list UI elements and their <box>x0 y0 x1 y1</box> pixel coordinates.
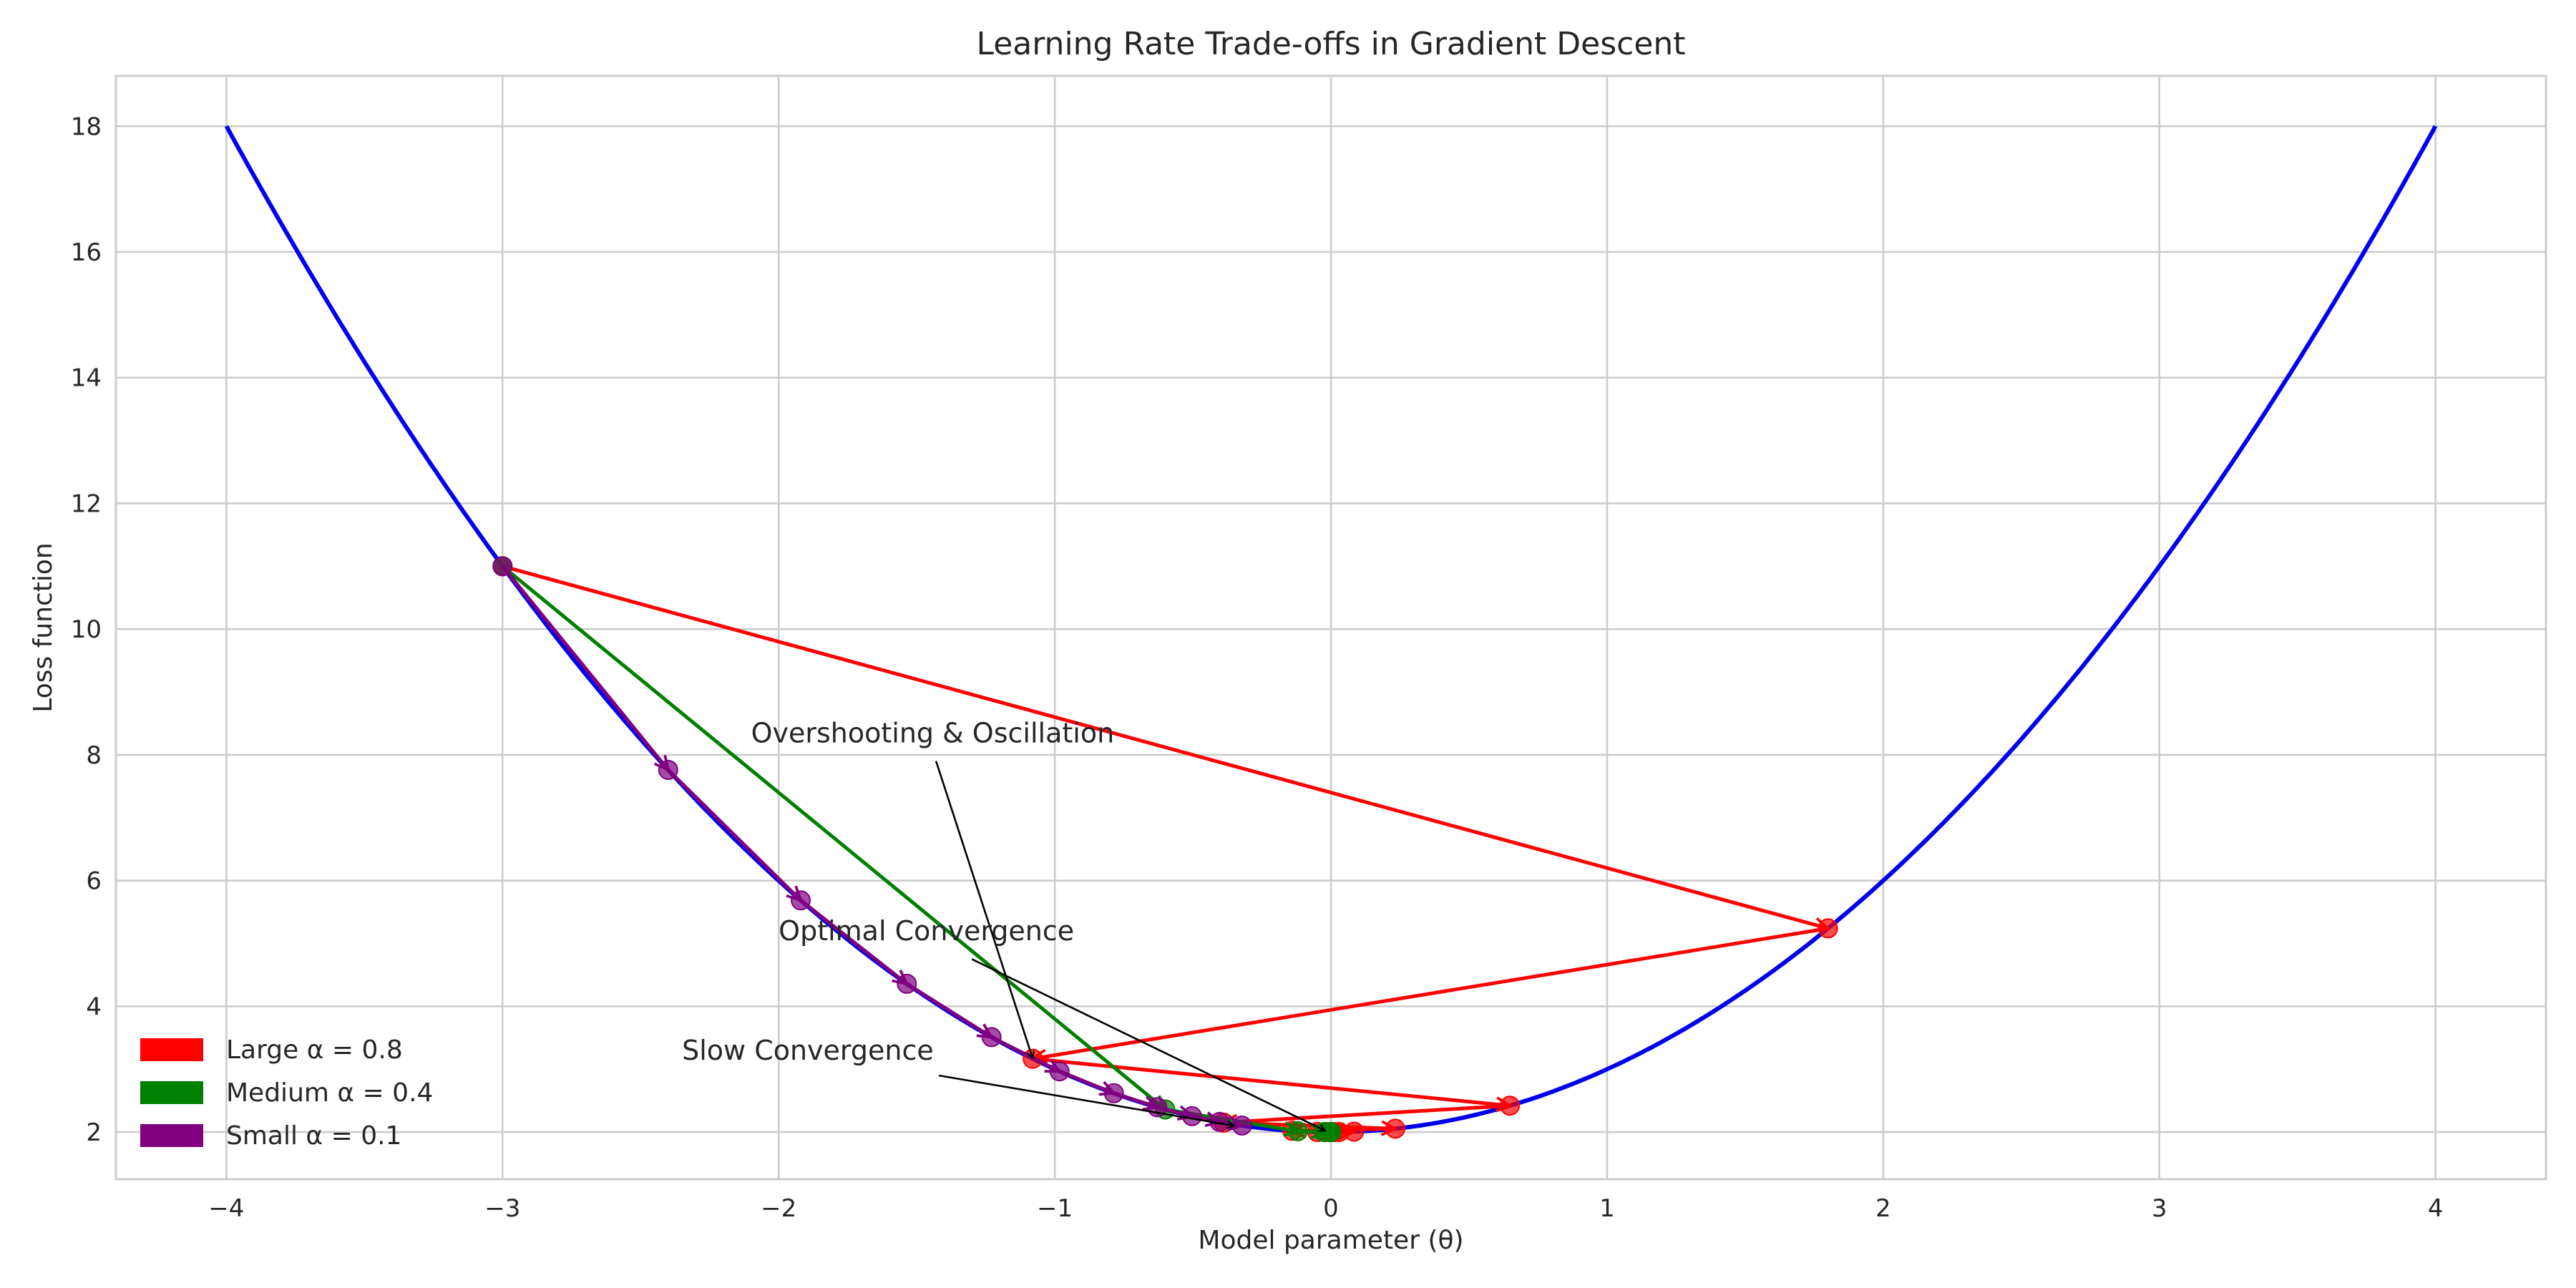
descent-step <box>501 565 668 770</box>
x-tick-label: −3 <box>484 1194 520 1223</box>
y-axis-label: Loss function <box>29 542 58 712</box>
y-tick-label: 6 <box>86 867 102 896</box>
descent-point <box>1287 1121 1308 1141</box>
y-tick-label: 18 <box>71 112 102 141</box>
legend-item: Small α = 0.1 <box>140 1121 401 1151</box>
annotation-text: Slow Convergence <box>682 1035 934 1066</box>
descent-point <box>897 973 917 994</box>
descent-point <box>658 760 678 781</box>
descent-point <box>1321 1122 1341 1143</box>
chart-title: Learning Rate Trade-offs in Gradient Des… <box>976 26 1685 62</box>
descent-point <box>791 890 811 911</box>
descent-step <box>502 564 1828 928</box>
x-tick-label: 0 <box>1323 1194 1339 1223</box>
annotation-arrow <box>938 1074 1234 1126</box>
annotation-layer: Overshooting & Oscillation Optimal Conver… <box>682 717 1325 1132</box>
legend-swatch <box>140 1081 203 1104</box>
legend-item: Large α = 0.8 <box>140 1035 403 1065</box>
legend-item: Medium α = 0.4 <box>140 1078 433 1108</box>
descent-point <box>1818 918 1838 939</box>
x-tick-label: 3 <box>2152 1194 2167 1223</box>
x-tick-label: −1 <box>1037 1194 1073 1223</box>
descent-point <box>1181 1106 1202 1126</box>
y-tick-label: 8 <box>86 741 102 770</box>
y-tick-labels: 2 4 6 8 10 12 14 16 18 <box>71 112 102 1147</box>
legend-label: Small α = 0.1 <box>226 1121 401 1151</box>
descent-step <box>501 565 1165 1109</box>
descent-step <box>905 982 991 1038</box>
descent-point <box>1103 1083 1124 1103</box>
x-tick-label: −4 <box>208 1194 244 1223</box>
series-2 <box>492 556 1252 1136</box>
descent-point <box>1231 1115 1252 1136</box>
annotation: Overshooting & Oscillation <box>751 717 1115 1059</box>
descent-point <box>1385 1118 1405 1139</box>
annotation-text: Optimal Convergence <box>779 915 1074 947</box>
x-tick-label: −2 <box>761 1194 796 1223</box>
legend: Large α = 0.8 Medium α = 0.4 Small α = 0.1 <box>140 1035 433 1151</box>
annotation-text: Overshooting & Oscillation <box>751 717 1115 748</box>
y-tick-label: 4 <box>86 992 102 1021</box>
legend-swatch <box>140 1038 203 1061</box>
descent-point <box>1049 1061 1070 1082</box>
legend-label: Medium α = 0.4 <box>226 1078 433 1108</box>
x-axis-label: Model parameter (θ) <box>1198 1226 1463 1255</box>
y-tick-label: 12 <box>71 489 102 518</box>
series-layer <box>492 556 1838 1143</box>
x-tick-labels: −4 −3 −2 −1 0 1 2 3 4 <box>208 1194 2443 1223</box>
descent-step <box>799 899 907 984</box>
annotation: Slow Convergence <box>682 1035 1234 1126</box>
annotation: Optimal Convergence <box>779 915 1325 1132</box>
descent-step <box>667 769 801 900</box>
descent-step <box>990 1035 1060 1073</box>
annotation-arrow <box>935 761 1033 1059</box>
legend-swatch <box>140 1124 203 1147</box>
descent-point <box>1500 1096 1521 1116</box>
y-tick-label: 2 <box>86 1118 102 1147</box>
descent-step <box>1033 926 1829 1058</box>
y-tick-label: 14 <box>71 364 102 393</box>
y-tick-label: 16 <box>71 238 102 267</box>
descent-point <box>981 1027 1002 1048</box>
x-tick-label: 2 <box>1875 1194 1891 1223</box>
descent-point <box>492 556 513 577</box>
descent-step <box>1224 1103 1511 1123</box>
y-tick-label: 10 <box>71 615 102 644</box>
annotation-arrow <box>971 958 1325 1132</box>
legend-label: Large α = 0.8 <box>226 1035 403 1065</box>
x-tick-label: 4 <box>2428 1194 2444 1223</box>
series-0 <box>492 556 1838 1143</box>
x-tick-label: 1 <box>1599 1194 1615 1223</box>
